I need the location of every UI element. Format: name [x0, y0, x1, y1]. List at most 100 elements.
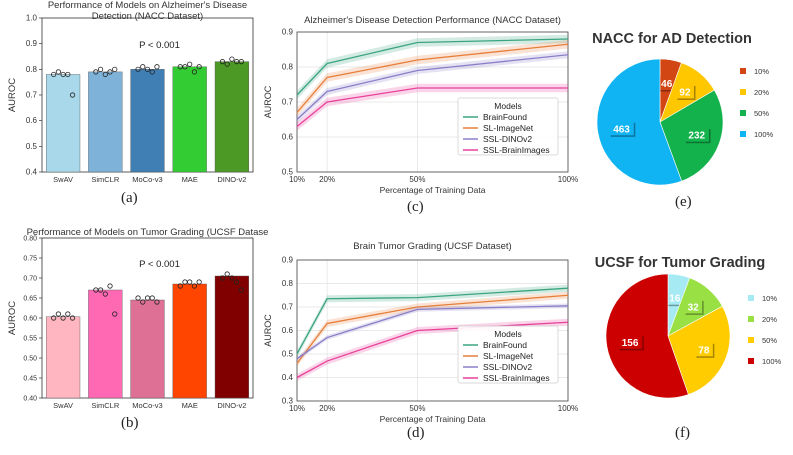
pie-label-box — [675, 84, 694, 99]
legend-label: BrainFound — [483, 112, 527, 122]
legend-title: Models — [494, 101, 521, 111]
legend-swatch — [748, 295, 754, 301]
legend-label: 50% — [762, 336, 777, 345]
series-line-ssl-dinov2 — [296, 305, 569, 360]
y-tick-label: 0.7 — [282, 98, 294, 107]
pie-value-label: 16 — [669, 294, 681, 305]
y-tick-label: 0.6 — [26, 116, 38, 125]
data-point — [69, 315, 76, 321]
x-tick-label: MoCo-v3 — [132, 401, 162, 410]
bar-dino-v2 — [214, 275, 249, 399]
legend-label: 100% — [762, 357, 782, 366]
chart-title: Brain Tumor Grading (UCSF Dataset) — [353, 241, 511, 252]
data-point — [112, 311, 118, 317]
y-axis-label: AUROC — [263, 314, 273, 347]
pie-value-label: 232 — [688, 131, 705, 142]
chart-title: Detection (NACC Dataset) — [92, 11, 203, 22]
x-axis-label: Percentage of Training Data — [380, 185, 486, 195]
y-axis-label: AUROC — [263, 85, 273, 118]
pie-value-label: 46 — [661, 79, 673, 90]
data-point — [219, 59, 226, 65]
data-point — [107, 69, 113, 75]
data-point — [69, 92, 76, 98]
data-point — [219, 275, 226, 281]
y-tick-label: 0.5 — [26, 142, 38, 151]
bar-mae — [172, 66, 207, 173]
data-point — [51, 315, 57, 321]
band-sl-imagenet — [297, 291, 568, 367]
data-point — [65, 71, 71, 78]
data-point — [140, 64, 146, 70]
line-chart-c: Alzheimer's Disease Detection Performanc… — [263, 15, 578, 195]
data-point — [187, 279, 193, 285]
legend-label: 50% — [754, 109, 769, 118]
data-point — [135, 66, 141, 72]
data-point — [234, 279, 240, 285]
x-tick-label: SimCLR — [91, 401, 120, 410]
y-axis-label: AUROC — [7, 78, 18, 112]
legend-label: 10% — [762, 294, 777, 303]
caption-f: (f) — [675, 425, 690, 441]
legend-label: SSL-BrainImages — [483, 145, 550, 155]
y-tick-label: 0.60 — [23, 316, 37, 323]
legend-label: 10% — [754, 67, 769, 76]
bar-moco-v3 — [130, 69, 165, 173]
y-tick-label: 1.0 — [26, 14, 38, 23]
y-tick-label: 0.5 — [282, 350, 294, 359]
legend-label: 100% — [754, 130, 774, 139]
y-tick-label: 0.5 — [282, 168, 294, 177]
series-line-sl-imagenet — [296, 43, 569, 113]
band-ssl-brainimages — [297, 318, 568, 382]
data-point — [102, 71, 108, 78]
caption-c: (c) — [407, 199, 424, 215]
y-tick-label: 0.40 — [23, 396, 37, 403]
legend-box — [457, 97, 559, 156]
pie-label-box — [684, 127, 710, 142]
data-point — [191, 283, 198, 289]
y-tick-label: 0.3 — [282, 397, 294, 406]
x-tick-label: 100% — [558, 404, 578, 413]
series-line-sl-imagenet — [296, 294, 569, 364]
band-ssl-dinov2 — [297, 51, 568, 123]
legend: 10% 20% 50% 100% — [740, 67, 774, 139]
series-line-ssl-brainimages — [296, 87, 568, 128]
bar-mae — [172, 283, 207, 399]
bar-moco-v3 — [130, 299, 165, 399]
p-value-annotation: P < 0.001 — [139, 259, 180, 270]
bar-swav — [46, 316, 81, 399]
data-point — [182, 279, 188, 285]
bar-chart-b: Performance of Models on Tumor Grading (… — [7, 227, 268, 410]
legend-label: SL-ImageNet — [483, 123, 534, 133]
bar-simclr — [88, 71, 123, 173]
y-tick-label: 0.55 — [23, 336, 37, 343]
x-tick-label: SwAV — [53, 175, 73, 184]
bar-swav — [46, 74, 81, 173]
data-point — [154, 299, 160, 305]
y-tick-label: 0.4 — [282, 373, 294, 382]
data-point — [97, 66, 104, 72]
data-point — [55, 311, 61, 317]
chart-title: Performance of Models on Tumor Grading (… — [27, 227, 269, 238]
x-tick-label: MoCo-v3 — [132, 175, 162, 184]
pie-slice-100pct — [605, 273, 689, 399]
x-tick-label: MAE — [182, 175, 198, 184]
data-point — [93, 69, 99, 75]
data-point — [60, 315, 66, 321]
bar-simclr — [88, 289, 123, 399]
pie-label-box — [684, 299, 703, 314]
data-point — [238, 59, 244, 65]
band-brainfound — [297, 34, 568, 100]
pie-label-box — [665, 290, 684, 305]
y-tick-label: 0.7 — [26, 91, 38, 100]
series-line-brainfound — [296, 38, 569, 96]
data-point — [51, 71, 57, 78]
pie-value-label: 156 — [622, 338, 639, 349]
x-tick-label: 10% — [289, 175, 305, 184]
data-point — [229, 275, 235, 281]
data-point — [107, 283, 113, 289]
pie-value-label: 463 — [613, 124, 630, 135]
y-tick-label: 0.75 — [23, 256, 37, 263]
y-tick-label: 0.6 — [282, 326, 294, 335]
legend: 10% 20% 50% 100% — [748, 294, 782, 366]
y-axis-label: AUROC — [7, 301, 18, 335]
